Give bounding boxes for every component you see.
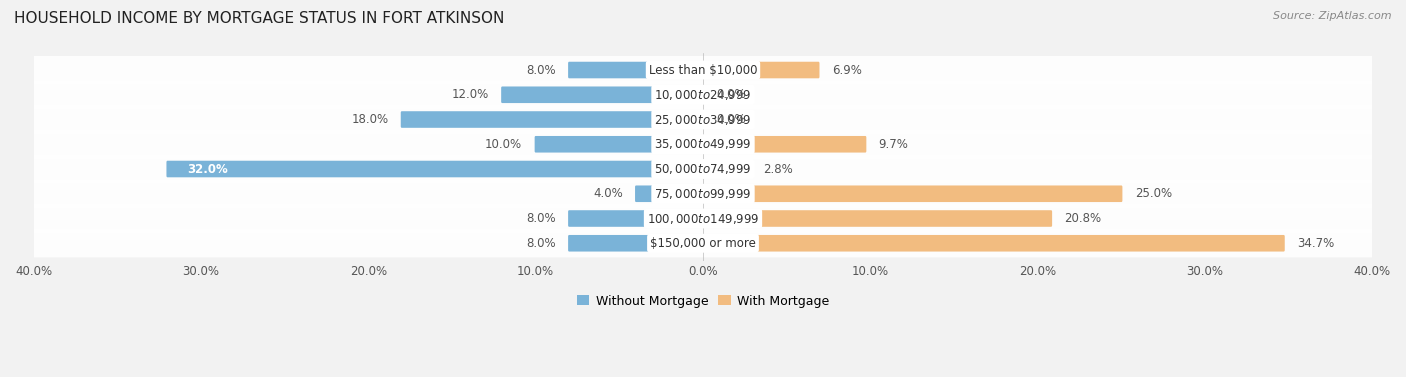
FancyBboxPatch shape (568, 210, 704, 227)
Legend: Without Mortgage, With Mortgage: Without Mortgage, With Mortgage (572, 290, 834, 313)
Text: $100,000 to $149,999: $100,000 to $149,999 (647, 211, 759, 225)
Text: 34.7%: 34.7% (1298, 237, 1334, 250)
FancyBboxPatch shape (702, 235, 1285, 251)
FancyBboxPatch shape (702, 62, 820, 78)
FancyBboxPatch shape (31, 56, 1375, 84)
Text: $25,000 to $34,999: $25,000 to $34,999 (654, 112, 752, 127)
Text: 2.8%: 2.8% (763, 162, 793, 176)
FancyBboxPatch shape (31, 106, 1375, 133)
FancyBboxPatch shape (31, 229, 1375, 257)
Text: 20.8%: 20.8% (1064, 212, 1102, 225)
Text: 18.0%: 18.0% (352, 113, 388, 126)
Text: $150,000 or more: $150,000 or more (650, 237, 756, 250)
Text: $75,000 to $99,999: $75,000 to $99,999 (654, 187, 752, 201)
Text: 10.0%: 10.0% (485, 138, 522, 151)
Text: 8.0%: 8.0% (526, 63, 555, 77)
FancyBboxPatch shape (702, 185, 1122, 202)
FancyBboxPatch shape (702, 161, 751, 177)
Text: Source: ZipAtlas.com: Source: ZipAtlas.com (1274, 11, 1392, 21)
Text: 9.7%: 9.7% (879, 138, 908, 151)
FancyBboxPatch shape (636, 185, 704, 202)
Text: HOUSEHOLD INCOME BY MORTGAGE STATUS IN FORT ATKINSON: HOUSEHOLD INCOME BY MORTGAGE STATUS IN F… (14, 11, 505, 26)
Text: 4.0%: 4.0% (593, 187, 623, 200)
Text: 0.0%: 0.0% (717, 88, 747, 101)
FancyBboxPatch shape (568, 62, 704, 78)
Text: 8.0%: 8.0% (526, 237, 555, 250)
FancyBboxPatch shape (501, 86, 704, 103)
Text: Less than $10,000: Less than $10,000 (648, 63, 758, 77)
FancyBboxPatch shape (31, 204, 1375, 233)
FancyBboxPatch shape (401, 111, 704, 128)
Text: 6.9%: 6.9% (832, 63, 862, 77)
FancyBboxPatch shape (31, 130, 1375, 158)
FancyBboxPatch shape (702, 210, 1052, 227)
FancyBboxPatch shape (31, 155, 1375, 183)
Text: $50,000 to $74,999: $50,000 to $74,999 (654, 162, 752, 176)
FancyBboxPatch shape (31, 180, 1375, 208)
FancyBboxPatch shape (534, 136, 704, 153)
Text: $10,000 to $24,999: $10,000 to $24,999 (654, 88, 752, 102)
Text: 0.0%: 0.0% (717, 113, 747, 126)
FancyBboxPatch shape (166, 161, 704, 177)
Text: 12.0%: 12.0% (451, 88, 489, 101)
Text: $35,000 to $49,999: $35,000 to $49,999 (654, 137, 752, 151)
Text: 32.0%: 32.0% (187, 162, 228, 176)
FancyBboxPatch shape (568, 235, 704, 251)
FancyBboxPatch shape (702, 136, 866, 153)
FancyBboxPatch shape (31, 81, 1375, 109)
Text: 25.0%: 25.0% (1135, 187, 1173, 200)
Text: 8.0%: 8.0% (526, 212, 555, 225)
